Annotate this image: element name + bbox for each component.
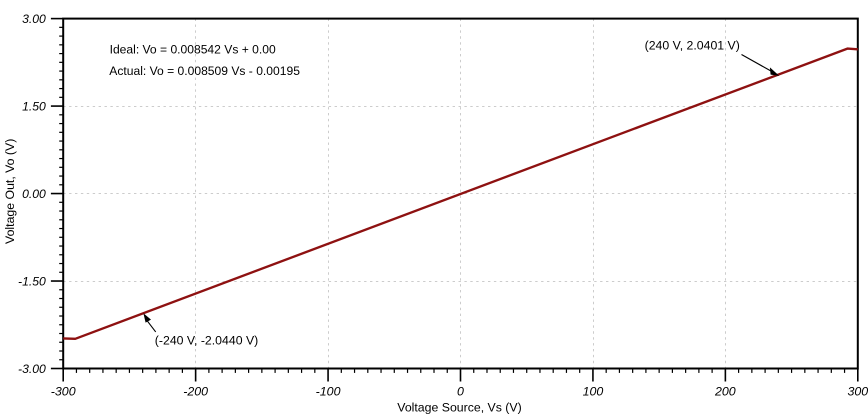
svg-text:0: 0 <box>457 385 464 399</box>
svg-text:Actual: Vo = 0.008509 Vs - 0.0: Actual: Vo = 0.008509 Vs - 0.00195 <box>109 64 300 78</box>
svg-text:3.00: 3.00 <box>22 12 46 26</box>
svg-text:300: 300 <box>847 385 868 399</box>
svg-text:100: 100 <box>583 385 604 399</box>
svg-text:-1.50: -1.50 <box>18 274 46 288</box>
svg-text:-100: -100 <box>316 385 341 399</box>
svg-text:1.50: 1.50 <box>22 100 46 114</box>
svg-text:-300: -300 <box>51 385 76 399</box>
svg-text:200: 200 <box>714 385 736 399</box>
svg-text:-3.00: -3.00 <box>18 362 46 376</box>
svg-text:(-240 V, -2.0440 V): (-240 V, -2.0440 V) <box>155 333 258 347</box>
svg-text:-200: -200 <box>183 385 208 399</box>
svg-text:Voltage Source, Vs (V): Voltage Source, Vs (V) <box>397 400 521 414</box>
svg-text:0.00: 0.00 <box>22 187 46 201</box>
svg-text:Voltage Out, Vo (V): Voltage Out, Vo (V) <box>3 139 17 244</box>
svg-text:(240 V, 2.0401 V): (240 V, 2.0401 V) <box>645 39 740 53</box>
svg-text:Ideal: Vo = 0.008542 Vs + 0.00: Ideal: Vo = 0.008542 Vs + 0.00 <box>110 43 276 57</box>
